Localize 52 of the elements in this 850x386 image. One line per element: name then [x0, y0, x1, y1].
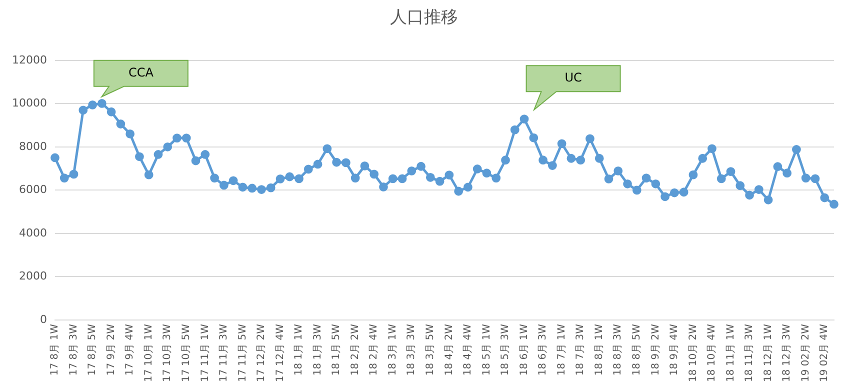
x-tick-label: 17 9月 2W	[106, 324, 117, 376]
x-tick-label: 17 9月 4W	[124, 324, 136, 376]
chart-title: 人口推移	[390, 8, 458, 28]
y-tick-label: 8000	[18, 140, 47, 153]
x-tick-label: 17 12月 4W	[274, 324, 286, 382]
x-tick-label: 18 11月 3W	[744, 324, 756, 382]
x-tick-label: 17 11月 3W	[218, 324, 230, 382]
x-tick-label: 18 3月 1W	[387, 324, 398, 376]
x-tick-label: 18 2月 2W	[350, 324, 361, 376]
x-tick-label: 18 8月 5W	[631, 324, 642, 376]
x-tick-label: 19 02月 2W	[800, 324, 812, 382]
x-tick-label: 19 02月 4W	[819, 324, 830, 382]
x-tick-label: 18 3月 3W	[406, 324, 418, 376]
y-tick-label: 0	[40, 312, 47, 326]
y-tick-label: 4000	[18, 226, 47, 240]
x-tick-label: 18 4月 4W	[462, 324, 474, 376]
x-tick-label: 18 2月 4W	[368, 324, 380, 376]
x-tick-label: 18 8月 3W	[612, 324, 624, 376]
x-tick-label: 18 12月 1W	[762, 324, 774, 382]
annotation: UC	[564, 70, 582, 85]
x-tick-label: 17 10月 1W	[143, 324, 154, 382]
x-tick-label: 17 11月 1W	[200, 324, 211, 382]
y-tick-label: 12000	[12, 53, 47, 66]
x-tick-label: 18 6月 3W	[538, 324, 549, 376]
y-tick-label: 10000	[12, 96, 47, 110]
x-tick-label: 18 5月 1W	[481, 324, 492, 376]
x-tick-label: 17 8月 3W	[68, 324, 80, 376]
x-tick-label: 18 7月 1W	[556, 324, 568, 376]
y-tick-label: 6000	[18, 183, 47, 196]
annotation: CCA	[128, 66, 154, 80]
x-tick-label: 18 11月 1W	[725, 324, 736, 382]
x-tick-label: 18 1月 1W	[294, 324, 305, 376]
x-tick-label: 17 8月 5W	[87, 324, 98, 376]
x-tick-label: 18 8月 1W	[594, 324, 605, 376]
x-tick-label: 17 10月 5W	[180, 324, 192, 382]
x-tick-label: 18 5月 3W	[500, 324, 512, 376]
x-tick-label: 17 10月 3W	[162, 324, 174, 382]
x-tick-label: 17 11月 5W	[237, 324, 248, 382]
x-tick-label: 18 1月 3W	[312, 324, 324, 376]
x-tick-label: 18 9月 2W	[650, 324, 662, 376]
x-tick-label: 18 3月 5W	[425, 324, 436, 376]
x-tick-label: 18 9月 4W	[669, 324, 680, 376]
x-tick-label: 18 12月 3W	[782, 324, 793, 382]
x-tick-label: 18 10月 4W	[706, 324, 718, 382]
x-tick-label: 18 1月 5W	[331, 324, 342, 376]
x-tick-label: 18 10月 2W	[688, 324, 699, 382]
y-tick-label: 2000	[18, 270, 47, 283]
x-tick-label: 17 8月 1W	[50, 324, 61, 376]
x-tick-label: 18 4月 2W	[444, 324, 455, 376]
x-tick-label: 17 12月 2W	[256, 324, 268, 382]
x-tick-label: 18 7月 3W	[575, 324, 586, 376]
x-tick-label: 18 6月 1W	[518, 324, 530, 376]
